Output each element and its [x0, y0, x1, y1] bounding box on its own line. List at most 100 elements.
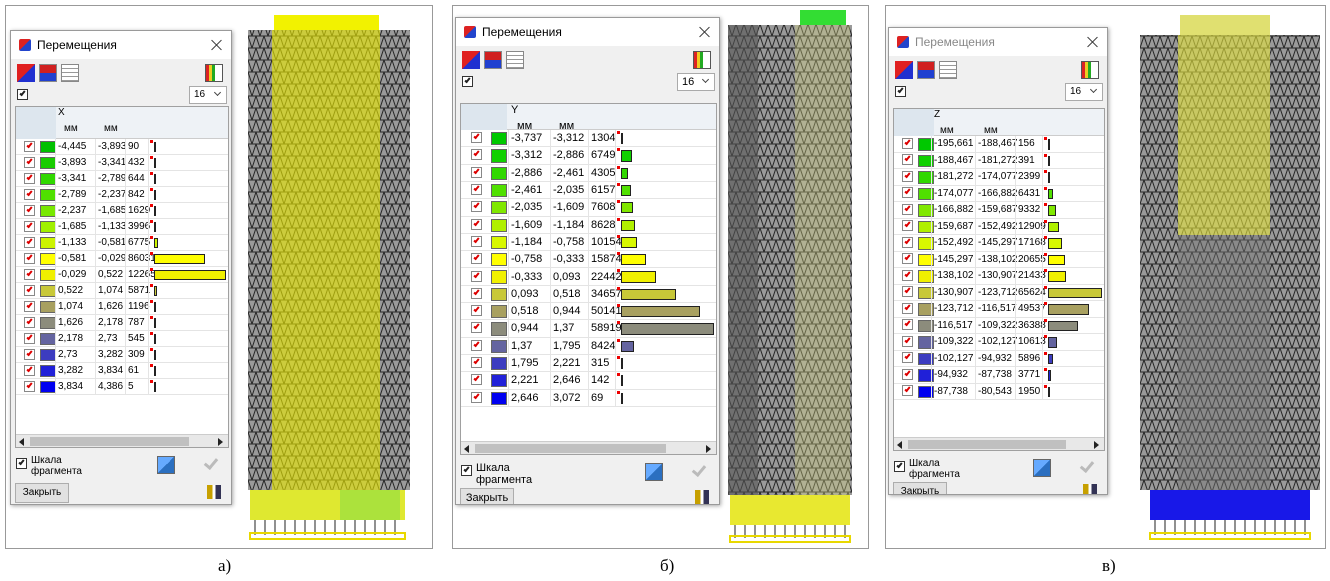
row-visibility-checkbox[interactable] — [471, 357, 482, 368]
color-swatch[interactable] — [491, 322, 507, 335]
row-visibility-checkbox[interactable] — [902, 171, 913, 182]
row-visibility-checkbox[interactable] — [471, 201, 482, 212]
step-dropdown[interactable]: 16 — [677, 73, 715, 91]
color-swatch[interactable] — [491, 392, 507, 405]
reset-button[interactable] — [207, 485, 221, 499]
scroll-left[interactable] — [19, 438, 24, 446]
tool-palette[interactable] — [205, 64, 223, 82]
color-swatch[interactable] — [40, 253, 56, 265]
row-visibility-checkbox[interactable] — [902, 352, 913, 363]
color-swatch[interactable] — [491, 305, 507, 318]
close-button[interactable] — [697, 24, 713, 40]
close-dialog-button[interactable]: Закрыть — [893, 482, 947, 495]
scale-checkbox[interactable] — [894, 461, 905, 472]
color-swatch[interactable] — [40, 349, 56, 361]
color-swatch[interactable] — [491, 219, 507, 232]
color-swatch[interactable] — [40, 365, 56, 377]
row-visibility-checkbox[interactable] — [24, 141, 35, 152]
row-visibility-checkbox[interactable] — [471, 392, 482, 403]
color-swatch[interactable] — [491, 167, 507, 180]
scroll-left[interactable] — [464, 445, 469, 453]
row-visibility-checkbox[interactable] — [24, 173, 35, 184]
color-swatch[interactable] — [40, 317, 56, 329]
apply-button[interactable] — [1080, 458, 1094, 473]
color-swatch[interactable] — [491, 236, 507, 249]
color-swatch[interactable] — [491, 132, 507, 145]
color-swatch[interactable] — [40, 141, 56, 153]
row-visibility-checkbox[interactable] — [902, 286, 913, 297]
color-swatch[interactable] — [40, 333, 56, 345]
row-visibility-checkbox[interactable] — [24, 349, 35, 360]
row-visibility-checkbox[interactable] — [24, 301, 35, 312]
color-swatch[interactable] — [491, 270, 507, 283]
scroll-right[interactable] — [706, 445, 711, 453]
tool-gradient[interactable] — [462, 51, 480, 69]
scale-checkbox[interactable] — [16, 458, 27, 469]
row-visibility-checkbox[interactable] — [24, 205, 35, 216]
row-visibility-checkbox[interactable] — [24, 317, 35, 328]
reset-button[interactable] — [1083, 484, 1097, 495]
row-visibility-checkbox[interactable] — [471, 288, 482, 299]
scale-checkbox[interactable] — [461, 465, 472, 476]
settings-button[interactable] — [1033, 459, 1051, 477]
row-visibility-checkbox[interactable] — [471, 374, 482, 385]
apply-button[interactable] — [692, 462, 706, 477]
row-visibility-checkbox[interactable] — [471, 167, 482, 178]
step-dropdown[interactable]: 16 — [1065, 83, 1103, 101]
tool-palette[interactable] — [693, 51, 711, 69]
row-visibility-checkbox[interactable] — [24, 381, 35, 392]
color-swatch[interactable] — [40, 205, 56, 217]
color-swatch[interactable] — [40, 221, 56, 233]
scroll-left[interactable] — [897, 441, 902, 449]
row-visibility-checkbox[interactable] — [24, 237, 35, 248]
option-checkbox[interactable] — [895, 86, 906, 97]
tool-flag[interactable] — [917, 61, 935, 79]
settings-button[interactable] — [645, 463, 663, 481]
tool-palette[interactable] — [1081, 61, 1099, 79]
color-swatch[interactable] — [491, 357, 507, 370]
row-visibility-checkbox[interactable] — [471, 184, 482, 195]
scroll-thumb[interactable] — [30, 437, 189, 446]
step-dropdown[interactable]: 16 — [189, 86, 227, 104]
row-visibility-checkbox[interactable] — [902, 204, 913, 215]
option-checkbox[interactable] — [17, 89, 28, 100]
row-visibility-checkbox[interactable] — [24, 189, 35, 200]
reset-button[interactable] — [695, 490, 709, 504]
scroll-right[interactable] — [218, 438, 223, 446]
color-swatch[interactable] — [491, 201, 507, 214]
row-visibility-checkbox[interactable] — [902, 385, 913, 396]
color-swatch[interactable] — [40, 237, 56, 249]
row-visibility-checkbox[interactable] — [471, 322, 482, 333]
row-visibility-checkbox[interactable] — [24, 333, 35, 344]
color-swatch[interactable] — [40, 381, 56, 393]
row-visibility-checkbox[interactable] — [902, 336, 913, 347]
color-swatch[interactable] — [40, 269, 56, 281]
row-visibility-checkbox[interactable] — [471, 253, 482, 264]
row-visibility-checkbox[interactable] — [902, 154, 913, 165]
row-visibility-checkbox[interactable] — [471, 340, 482, 351]
close-button[interactable] — [209, 37, 225, 53]
row-visibility-checkbox[interactable] — [902, 270, 913, 281]
tool-table[interactable] — [939, 61, 957, 79]
row-visibility-checkbox[interactable] — [24, 253, 35, 264]
row-visibility-checkbox[interactable] — [24, 285, 35, 296]
row-visibility-checkbox[interactable] — [902, 369, 913, 380]
apply-button[interactable] — [204, 455, 218, 470]
row-visibility-checkbox[interactable] — [902, 187, 913, 198]
close-dialog-button[interactable]: Закрыть — [460, 488, 514, 505]
color-swatch[interactable] — [491, 340, 507, 353]
color-swatch[interactable] — [491, 374, 507, 387]
row-visibility-checkbox[interactable] — [471, 271, 482, 282]
settings-button[interactable] — [157, 456, 175, 474]
row-visibility-checkbox[interactable] — [24, 269, 35, 280]
tool-table[interactable] — [506, 51, 524, 69]
option-checkbox[interactable] — [462, 76, 473, 87]
scroll-thumb[interactable] — [908, 440, 1066, 449]
color-swatch[interactable] — [491, 253, 507, 266]
row-visibility-checkbox[interactable] — [471, 236, 482, 247]
color-swatch[interactable] — [40, 173, 56, 185]
color-swatch[interactable] — [40, 301, 56, 313]
scroll-right[interactable] — [1094, 441, 1099, 449]
row-visibility-checkbox[interactable] — [902, 138, 913, 149]
row-visibility-checkbox[interactable] — [471, 132, 482, 143]
